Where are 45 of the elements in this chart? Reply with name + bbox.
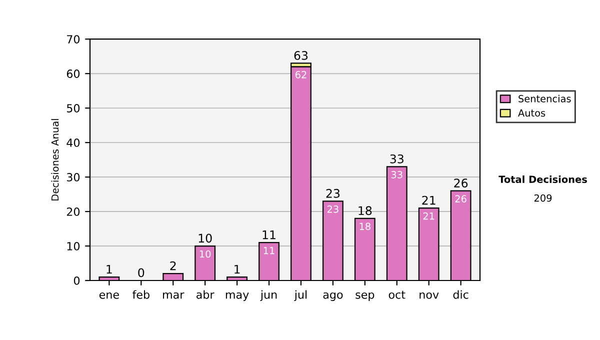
data-label: 11 <box>264 247 274 254</box>
total-label: 1 <box>106 264 112 274</box>
total-label: 10 <box>198 234 212 243</box>
x-tick-label: sep <box>356 292 374 301</box>
x-tick-label: jun <box>260 290 277 301</box>
data-label: 18 <box>360 222 370 230</box>
total-label: 2 <box>170 261 176 270</box>
total-label: 26 <box>454 178 468 188</box>
total-label: 21 <box>422 196 436 205</box>
total-label: 23 <box>326 188 340 198</box>
total-label: 11 <box>262 230 276 240</box>
y-tick-label: 50 <box>66 104 80 112</box>
x-tick-label: feb <box>132 290 150 299</box>
total-label: 1 <box>234 264 240 274</box>
y-tick-label: 60 <box>66 70 80 78</box>
x-tick-label: nov <box>420 292 439 299</box>
x-tick-label: dic <box>453 290 468 299</box>
legend-label: Sentencias <box>518 94 571 102</box>
x-tick-label: may <box>226 292 249 301</box>
data-label: 26 <box>455 195 466 202</box>
data-label: 33 <box>391 171 402 178</box>
legend-label: Autos <box>518 109 546 117</box>
y-tick-label: 40 <box>66 138 80 147</box>
total-label: 33 <box>390 154 404 164</box>
text: Total Decisiones <box>498 175 587 184</box>
data-label: 23 <box>327 205 338 213</box>
data-label: 21 <box>423 212 434 220</box>
x-tick-label: ene <box>99 292 119 299</box>
y-tick-label: 10 <box>67 242 80 250</box>
data-label: 62 <box>295 71 306 78</box>
x-tick-label: oct <box>388 290 406 299</box>
x-tick-label: mar <box>163 292 184 299</box>
y-tick-label: 70 <box>67 35 80 44</box>
text: 209 <box>534 194 552 202</box>
total-label: 63 <box>294 50 308 60</box>
y-axis-title: Decisiones Anual <box>51 119 59 200</box>
y-tick-label: 30 <box>66 173 80 182</box>
total-label: 0 <box>138 268 144 278</box>
data-label: 10 <box>200 250 211 258</box>
x-tick-label: jul <box>294 290 307 301</box>
y-tick-label: 0 <box>74 276 80 285</box>
total-label: 18 <box>358 206 372 216</box>
y-tick-label: 20 <box>66 208 80 216</box>
x-tick-label: ago <box>323 292 343 301</box>
x-tick-label: abr <box>196 290 214 299</box>
